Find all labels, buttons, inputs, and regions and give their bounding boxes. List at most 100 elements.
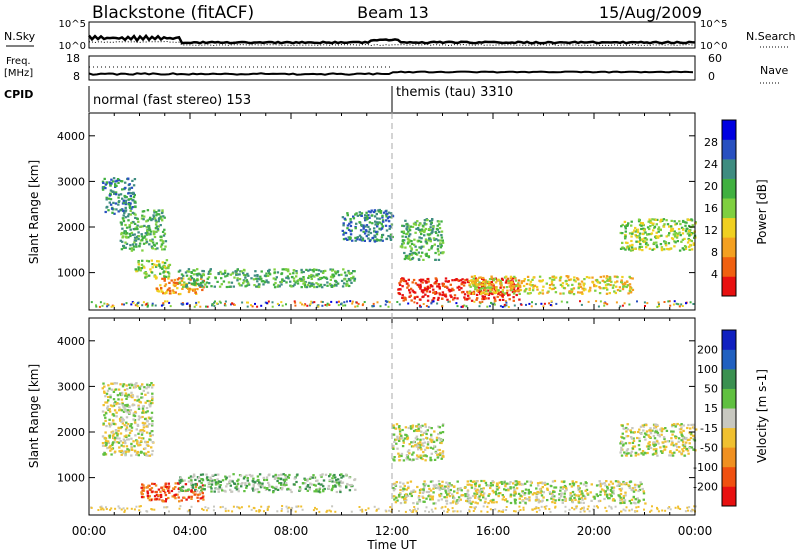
echo-cell bbox=[562, 286, 566, 290]
echo-cell bbox=[457, 496, 461, 499]
echo-cell bbox=[151, 482, 154, 485]
echo-cell bbox=[122, 201, 126, 205]
echo-cell bbox=[628, 289, 632, 292]
echo-cell bbox=[315, 282, 318, 285]
echo-cell bbox=[489, 292, 492, 295]
echo-cell bbox=[106, 303, 109, 306]
echo-cell bbox=[418, 224, 421, 227]
echo-cell bbox=[422, 438, 425, 441]
echo-cell bbox=[412, 502, 415, 505]
echo-cell bbox=[692, 423, 695, 426]
echo-cell bbox=[421, 295, 424, 299]
echo-cell bbox=[513, 304, 516, 307]
echo-cell bbox=[317, 482, 320, 485]
echo-cell bbox=[455, 500, 458, 503]
echo-cell bbox=[586, 492, 589, 495]
echo-cell bbox=[482, 487, 485, 490]
echo-cell bbox=[147, 484, 150, 487]
echo-cell bbox=[418, 425, 421, 428]
echo-cell bbox=[157, 290, 160, 293]
echo-cell bbox=[284, 476, 287, 479]
echo-cell bbox=[401, 277, 404, 280]
echo-cell bbox=[156, 260, 159, 263]
echo-cell bbox=[135, 245, 138, 248]
ytick-label: 4000 bbox=[57, 335, 85, 348]
echo-cell bbox=[398, 510, 400, 512]
echo-cell bbox=[647, 233, 650, 236]
echo-cell bbox=[242, 273, 246, 277]
echo-cell bbox=[263, 478, 266, 482]
echo-cell bbox=[456, 510, 459, 513]
echo-cell bbox=[421, 457, 424, 461]
echo-cell bbox=[200, 276, 203, 279]
echo-cell bbox=[122, 209, 125, 213]
echo-cell bbox=[287, 506, 290, 509]
echo-cell bbox=[112, 390, 116, 393]
echo-cell bbox=[515, 284, 518, 288]
echo-cell bbox=[310, 275, 313, 278]
echo-cell bbox=[267, 505, 270, 508]
echo-cell bbox=[508, 298, 511, 301]
echo-cell bbox=[668, 248, 671, 251]
echo-cell bbox=[574, 498, 577, 501]
echo-cell bbox=[537, 484, 540, 487]
echo-cell bbox=[148, 400, 151, 403]
echo-cell bbox=[174, 493, 177, 496]
echo-cell bbox=[580, 291, 584, 294]
echo-cell bbox=[125, 397, 128, 400]
echo-cell bbox=[121, 227, 124, 230]
echo-cell bbox=[367, 225, 370, 228]
echo-cell bbox=[331, 269, 334, 272]
echo-cell bbox=[202, 495, 205, 498]
echo-cell bbox=[582, 501, 585, 504]
echo-cell bbox=[433, 430, 436, 433]
echo-cell bbox=[685, 441, 688, 444]
echo-cell bbox=[176, 493, 179, 496]
echo-cell bbox=[401, 294, 404, 297]
echo-cell bbox=[521, 490, 525, 493]
echo-cell bbox=[126, 403, 129, 406]
echo-cell bbox=[616, 484, 619, 487]
echo-cell bbox=[619, 289, 622, 292]
echo-cell bbox=[163, 228, 166, 231]
echo-cell bbox=[149, 239, 152, 242]
echo-cell bbox=[469, 479, 473, 483]
power-echoes bbox=[90, 177, 697, 308]
echo-cell bbox=[167, 487, 170, 490]
echo-cell bbox=[162, 292, 165, 295]
echo-cell bbox=[148, 432, 152, 435]
echo-cell bbox=[155, 214, 158, 217]
echo-cell bbox=[689, 243, 692, 247]
echo-cell bbox=[105, 425, 108, 428]
echo-cell bbox=[141, 405, 145, 408]
ytick-label: 3000 bbox=[57, 380, 85, 393]
echo-cell bbox=[480, 488, 484, 491]
echo-cell bbox=[544, 507, 547, 510]
echo-cell bbox=[644, 305, 646, 307]
echo-cell bbox=[621, 436, 624, 439]
echo-cell bbox=[151, 266, 154, 269]
echo-cell bbox=[125, 242, 129, 245]
echo-cell bbox=[167, 275, 171, 278]
echo-cell bbox=[134, 268, 137, 271]
echo-cell bbox=[682, 450, 685, 453]
nave-tick-low: 0 bbox=[708, 70, 715, 83]
echo-cell bbox=[471, 480, 475, 483]
echo-cell bbox=[641, 249, 644, 252]
echo-cell bbox=[282, 268, 286, 271]
echo-cell bbox=[265, 272, 268, 275]
echo-cell bbox=[418, 236, 421, 239]
echo-cell bbox=[400, 454, 403, 458]
echo-cell bbox=[317, 278, 320, 281]
echo-cell bbox=[530, 305, 533, 308]
echo-cell bbox=[223, 489, 226, 492]
echo-cell bbox=[157, 260, 160, 263]
echo-cell bbox=[243, 475, 246, 478]
echo-cell bbox=[267, 483, 271, 486]
echo-cell bbox=[606, 493, 609, 496]
echo-cell bbox=[528, 302, 531, 305]
echo-cell bbox=[326, 302, 329, 305]
echo-cell bbox=[248, 473, 251, 477]
echo-cell bbox=[543, 483, 547, 486]
echo-cell bbox=[226, 483, 229, 486]
